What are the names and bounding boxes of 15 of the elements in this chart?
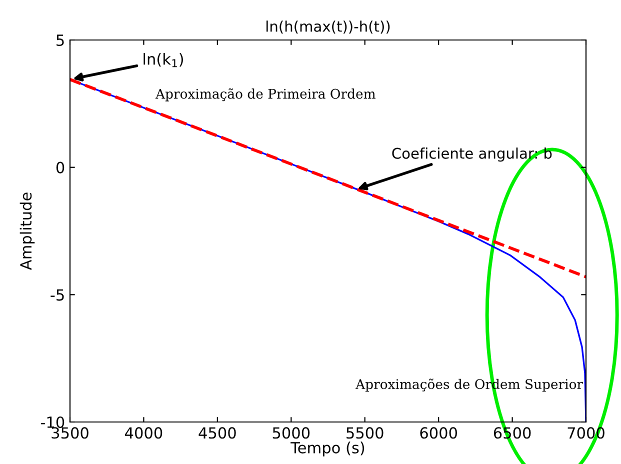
y-axis-title: Amplitude bbox=[20, 192, 35, 270]
annotation: Aproximação de Primeira Ordem bbox=[155, 88, 376, 102]
x-tick-label: 5500 bbox=[346, 427, 384, 439]
x-tick-label: 5000 bbox=[272, 427, 310, 439]
y-tick-label: 0 bbox=[56, 162, 64, 174]
x-tick-label: 3500 bbox=[52, 427, 88, 439]
y-tick-label: -10 bbox=[40, 416, 64, 428]
annotation: ln(k$_{1}$) bbox=[144, 52, 183, 68]
y-tick-label: 5 bbox=[56, 34, 64, 46]
x-tick-label: 6000 bbox=[420, 427, 457, 439]
y-tick-label: -5 bbox=[50, 289, 64, 301]
x-tick-label: 4000 bbox=[125, 427, 162, 439]
chart-title: ln(h(max(t))-h(t)) bbox=[266, 20, 390, 34]
x-tick-label: 4500 bbox=[198, 427, 236, 439]
x-axis-title: Tempo (s) bbox=[290, 442, 364, 456]
